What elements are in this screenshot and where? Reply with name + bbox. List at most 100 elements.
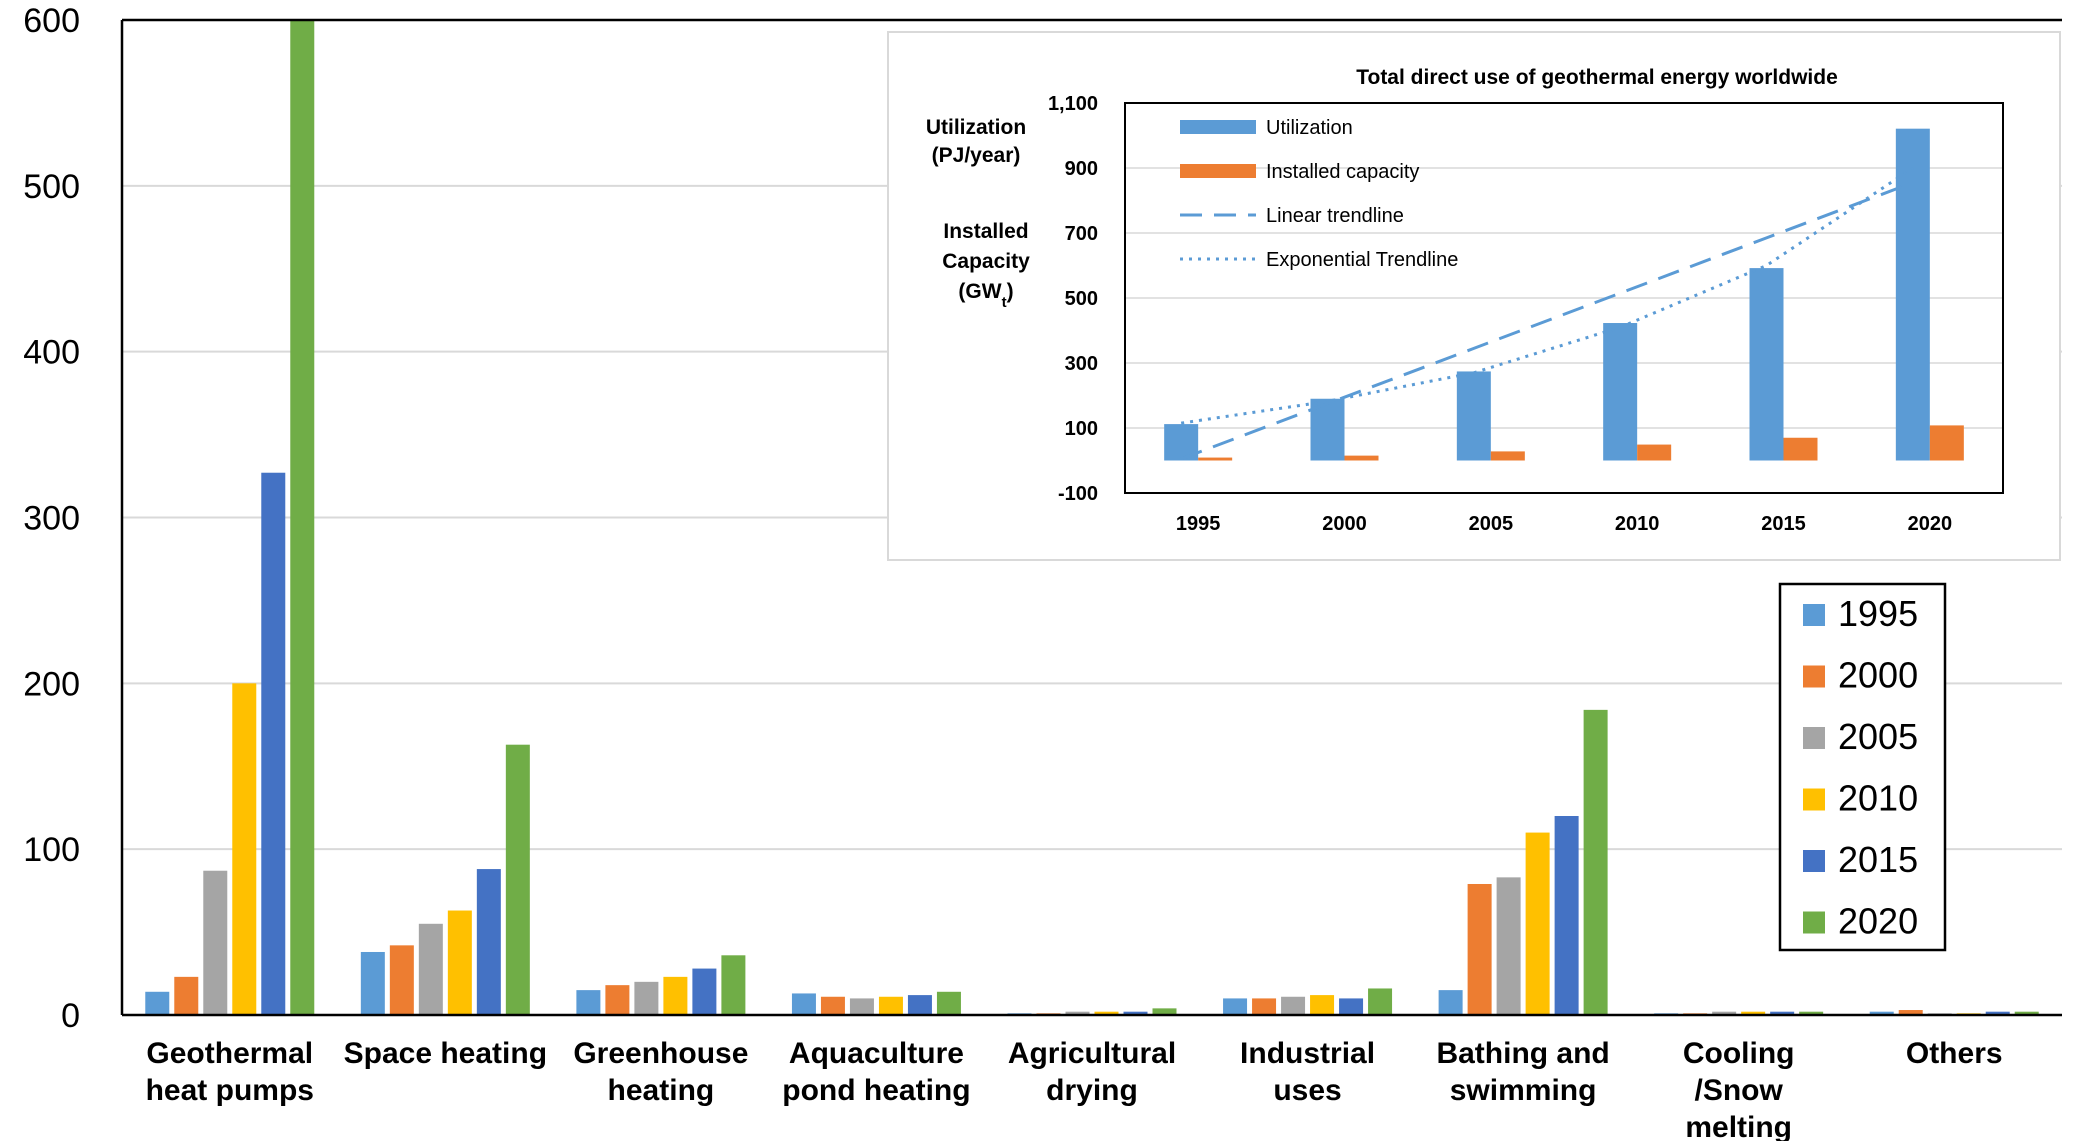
legend-swatch-1995 (1803, 604, 1825, 626)
inset-bar-installed-capacity (1637, 444, 1672, 461)
inset-x-tick-label: 2010 (1615, 513, 1660, 535)
category-label: /Snow (1694, 1074, 1783, 1107)
inset-x-tick-label: 1995 (1176, 513, 1221, 535)
bar-2010 (663, 976, 688, 1015)
legend-label: 2005 (1838, 716, 1918, 757)
bar-2020 (1583, 709, 1608, 1015)
legend-label: 2020 (1838, 901, 1918, 942)
bar-2005 (634, 981, 659, 1015)
inset-bar-installed-capacity (1344, 455, 1379, 461)
bar-2010 (1741, 1011, 1766, 1015)
category-label: Bathing and (1436, 1037, 1609, 1070)
category-label: melting (1685, 1111, 1792, 1141)
inset-plot-frame (1124, 102, 2004, 494)
inset-legend-label: Linear trendline (1266, 205, 1404, 227)
legend-label: 2010 (1838, 778, 1918, 819)
bar-2005 (1496, 877, 1521, 1015)
inset-x-tick-label: 2015 (1761, 513, 1806, 535)
bar-2015 (1770, 1011, 1795, 1015)
inset-y-tick-label: -100 (1058, 483, 1098, 505)
category-label: swimming (1450, 1074, 1597, 1107)
linear-trendline (1180, 181, 1914, 461)
bar-2005 (1712, 1011, 1737, 1015)
inset-y-label-capacity-2: Capacity (942, 250, 1030, 273)
inset-y-tick-label: 1,100 (1048, 93, 1098, 115)
bar-2005 (849, 998, 874, 1015)
bar-2015 (476, 869, 501, 1015)
inset-y-label-utilization: Utilization (926, 116, 1026, 139)
inset-y-tick-label: 100 (1065, 418, 1098, 440)
bar-2020 (2014, 1011, 2039, 1015)
category-label: Geothermal (146, 1037, 313, 1070)
bar-2015 (692, 968, 717, 1015)
bar-2020 (721, 955, 746, 1015)
main-y-tick-label: 100 (23, 831, 80, 869)
bar-2015 (1123, 1011, 1148, 1015)
category-label: heat pumps (146, 1074, 314, 1107)
bar-2020 (505, 744, 530, 1015)
bar-1995 (576, 990, 601, 1015)
bar-1995 (1438, 990, 1463, 1015)
legend-swatch-2005 (1803, 727, 1825, 749)
bar-2000 (1467, 883, 1492, 1015)
inset-legend-label: Installed capacity (1266, 161, 1419, 183)
main-axes (120, 18, 2062, 1017)
legend-swatch-2010 (1803, 788, 1825, 811)
main-legend: 1995 2000 2005 2010 2015 2020 (1778, 582, 1947, 952)
bar-1995 (1869, 1011, 1894, 1015)
inset-x-tick-label: 2000 (1322, 513, 1367, 535)
category-label: Agricultural (1008, 1037, 1176, 1070)
bar-2020 (1799, 1011, 1824, 1015)
inset-legend-label: Utilization (1266, 117, 1353, 139)
inset-bar-utilization (1895, 128, 1930, 461)
bar-2010 (232, 683, 257, 1015)
bar-2015 (1339, 998, 1364, 1015)
bar-1995 (1223, 998, 1248, 1015)
bar-2000 (174, 976, 199, 1015)
inset-legend: Utilization Installed capacity Linear tren… (1180, 117, 1458, 271)
category-label: drying (1046, 1074, 1138, 1107)
inset-legend-swatch (1180, 164, 1256, 178)
legend-label: 1995 (1838, 593, 1918, 634)
bar-2005 (1281, 996, 1306, 1015)
inset-x-tick-label: 2020 (1908, 513, 1953, 535)
inset-bar-utilization (1603, 323, 1638, 461)
inset-chart-frame (887, 31, 2061, 561)
main-y-tick-label: 0 (61, 997, 80, 1035)
inset-axis-labels: Utilization(PJ/year)InstalledCapacity(GW… (926, 116, 1030, 311)
inset-bar-utilization (1749, 268, 1784, 461)
bar-2020 (290, 20, 315, 1015)
main-y-tick-label: 300 (23, 500, 80, 538)
inset-y-tick-label: 900 (1065, 158, 1098, 180)
category-label: Greenhouse (573, 1037, 748, 1070)
category-label: Aquaculture (789, 1037, 964, 1070)
legend-label: 2000 (1838, 655, 1918, 696)
category-label: Others (1906, 1037, 2003, 1070)
bar-2015 (907, 995, 932, 1015)
inset-y-tick-label: 700 (1065, 223, 1098, 245)
bar-2000 (820, 996, 845, 1015)
legend-swatch-2015 (1803, 850, 1825, 872)
category-label: Industrial (1240, 1037, 1375, 1070)
inset-x-tick-labels: 1995 2000 2005 2010 2015 2020 (1176, 513, 1952, 535)
bar-2000 (605, 985, 630, 1015)
legend-swatch-2000 (1803, 665, 1825, 688)
bar-2015 (261, 472, 286, 1016)
inset-y-label-capacity: Installed (943, 220, 1028, 243)
bar-2010 (1525, 832, 1550, 1015)
inset-bar-utilization (1456, 371, 1491, 461)
bar-2010 (1094, 1011, 1119, 1015)
main-y-tick-labels: 0 100 200 300 400 500 600 (23, 2, 80, 1035)
inset-y-tick-label: 300 (1065, 353, 1098, 375)
bar-2020 (936, 991, 961, 1015)
inset-chart: Total direct use of geothermal energy wo… (887, 31, 2061, 561)
main-bars (145, 20, 2039, 1016)
inset-x-tick-label: 2005 (1469, 513, 1514, 535)
bar-1995 (360, 951, 385, 1015)
inset-bar-installed-capacity (1929, 425, 1964, 461)
legend-swatch-2020 (1803, 911, 1825, 934)
bar-2000 (1252, 998, 1277, 1015)
inset-chart-title: Total direct use of geothermal energy wo… (1356, 66, 1838, 89)
main-category-labels: Geothermal heat pumps Space heating Greenho… (146, 1037, 2003, 1141)
